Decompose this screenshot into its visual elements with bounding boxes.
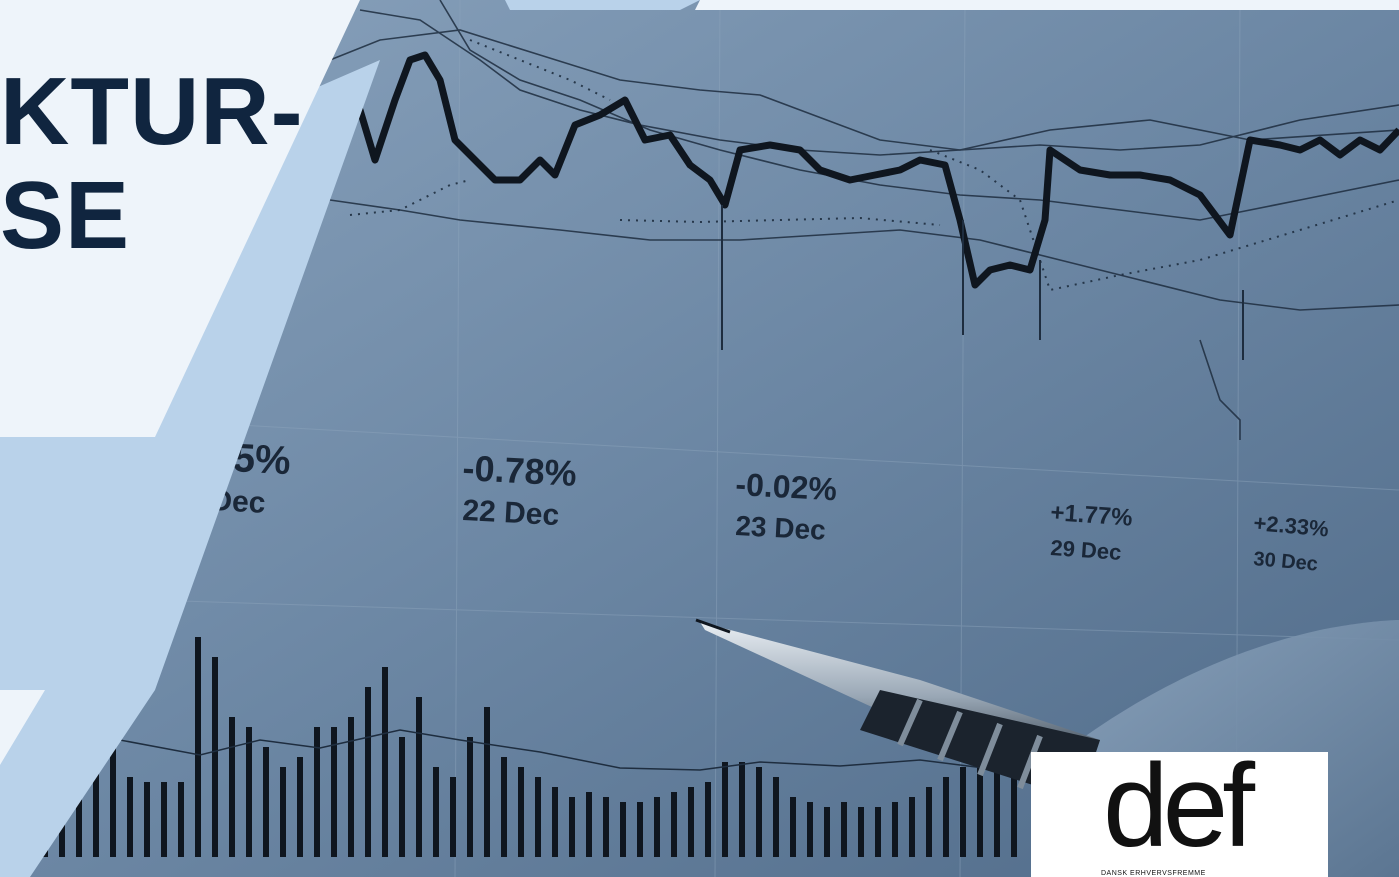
top-accent-stripe xyxy=(505,0,700,10)
volume-bar xyxy=(841,802,847,857)
volume-bar xyxy=(892,802,898,857)
volume-bar xyxy=(314,727,320,857)
volume-bar xyxy=(977,757,983,857)
stat-date: 22 Dec xyxy=(462,494,560,532)
volume-bar xyxy=(348,717,354,857)
heading-line-1: KTUR- xyxy=(0,58,304,165)
stat-change: +1.77% xyxy=(1050,499,1134,532)
volume-bar xyxy=(93,707,99,857)
volume-bar xyxy=(433,767,439,857)
volume-bar xyxy=(280,767,286,857)
volume-bar xyxy=(722,762,728,857)
volume-bar xyxy=(127,777,133,857)
volume-bar xyxy=(926,787,932,857)
chart-spikes xyxy=(721,205,1244,360)
volume-bars xyxy=(42,637,1017,857)
volume-bar xyxy=(654,797,660,857)
volume-bar xyxy=(178,782,184,857)
volume-bar xyxy=(671,792,677,857)
volume-bar xyxy=(943,777,949,857)
volume-bar xyxy=(399,737,405,857)
stat-date: 29 Dec xyxy=(1050,535,1123,565)
volume-bar xyxy=(297,757,303,857)
top-white-stripe xyxy=(695,0,1399,10)
volume-bar xyxy=(807,802,813,857)
volume-bar xyxy=(790,797,796,857)
volume-average-line xyxy=(39,729,1001,801)
volume-bar xyxy=(705,782,711,857)
accent-blue-panel xyxy=(0,60,380,877)
volume-bar xyxy=(484,707,490,857)
dotted-series xyxy=(349,39,1399,292)
volume-bar xyxy=(994,767,1000,857)
volume-bar xyxy=(365,687,371,857)
volume-bar xyxy=(416,697,422,857)
volume-bar xyxy=(246,727,252,857)
volume-bar xyxy=(450,777,456,857)
volume-bar xyxy=(195,637,201,857)
volume-bar xyxy=(909,797,915,857)
logo-mark: def xyxy=(1103,740,1255,872)
volume-bar xyxy=(824,807,830,857)
volume-bar xyxy=(518,767,524,857)
volume-bar xyxy=(637,802,643,857)
page-heading: KTUR- SE xyxy=(0,60,304,268)
white-corner-panel xyxy=(0,690,45,765)
volume-bar xyxy=(739,762,745,857)
stat-change: -0.02% xyxy=(735,466,838,507)
volume-bar xyxy=(263,747,269,857)
volume-bar xyxy=(773,777,779,857)
volume-bar xyxy=(501,757,507,857)
volume-bar xyxy=(620,802,626,857)
heading-line-2: SE xyxy=(0,162,131,269)
volume-bar xyxy=(603,797,609,857)
volume-bar xyxy=(756,767,762,857)
volume-bar xyxy=(382,667,388,857)
volume-bar xyxy=(467,737,473,857)
volume-bar xyxy=(569,797,575,857)
volume-bar xyxy=(229,717,235,857)
volume-bar xyxy=(110,657,116,857)
light-panel xyxy=(0,0,360,437)
volume-bar xyxy=(858,807,864,857)
volume-bar xyxy=(161,782,167,857)
logo-subtext: DANSK ERHVERVSFREMME xyxy=(1101,870,1206,877)
volume-bar xyxy=(875,807,881,857)
volume-bar xyxy=(1011,772,1017,857)
def-logo: def DANSK ERHVERVSFREMME xyxy=(1031,746,1328,877)
volume-bar xyxy=(212,657,218,857)
stat-change: -0.78% xyxy=(462,447,578,494)
volume-bar xyxy=(144,782,150,857)
stat-date: 23 Dec xyxy=(735,510,827,546)
volume-bar xyxy=(586,792,592,857)
volume-bar xyxy=(552,787,558,857)
volume-bar xyxy=(535,777,541,857)
volume-bar xyxy=(331,727,337,857)
volume-bar xyxy=(688,787,694,857)
volume-bar xyxy=(960,767,966,857)
main-price-line xyxy=(328,51,1399,289)
